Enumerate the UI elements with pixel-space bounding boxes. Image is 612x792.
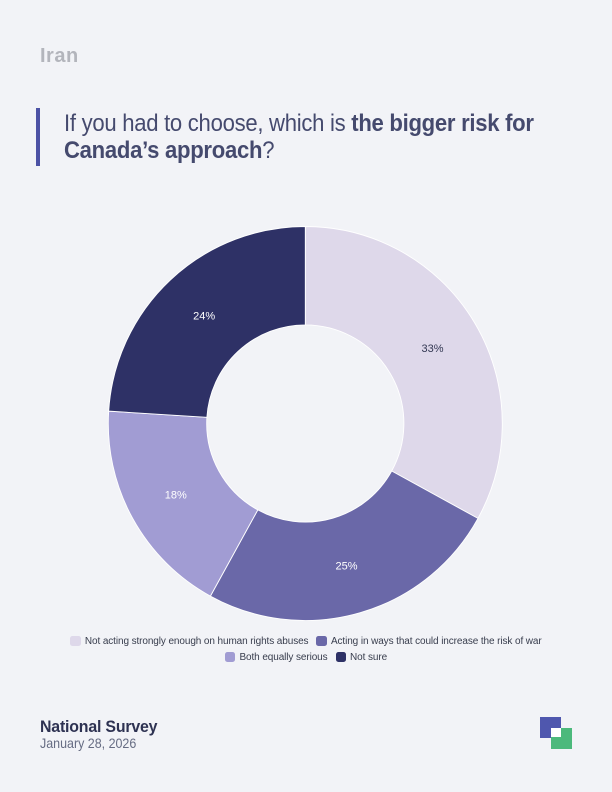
svg-text:18%: 18% xyxy=(165,490,187,502)
svg-text:24%: 24% xyxy=(193,311,215,323)
svg-text:25%: 25% xyxy=(335,560,357,572)
svg-text:33%: 33% xyxy=(421,343,443,355)
